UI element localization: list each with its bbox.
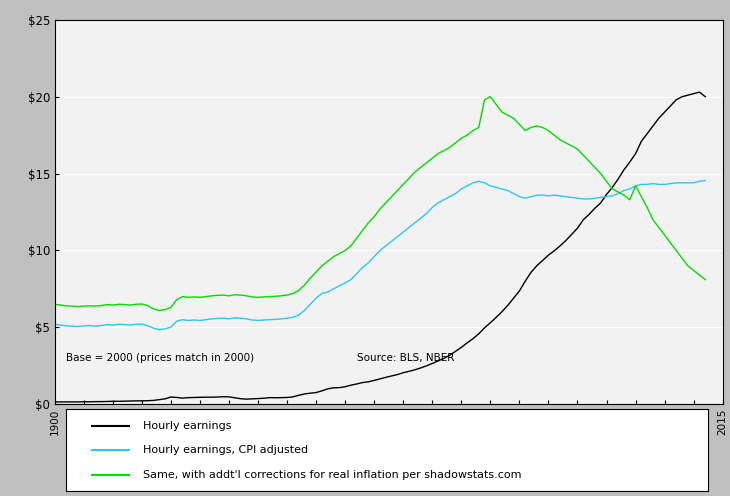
Hourly earnings, CPI adjusted	[155, 327, 164, 333]
Same, with addt'l corrections for real inflation per shadowstats.com	[602, 179, 611, 185]
Hourly earnings, CPI adjusted	[544, 193, 553, 199]
Line: Hourly earnings: Hourly earnings	[55, 92, 705, 402]
Hourly earnings	[701, 94, 710, 100]
Same, with addt'l corrections for real inflation per shadowstats.com	[701, 277, 710, 283]
Line: Same, with addt'l corrections for real inflation per shadowstats.com: Same, with addt'l corrections for real i…	[55, 97, 705, 310]
Same, with addt'l corrections for real inflation per shadowstats.com	[666, 240, 675, 246]
Hourly earnings, CPI adjusted	[68, 323, 77, 329]
Line: Hourly earnings, CPI adjusted: Hourly earnings, CPI adjusted	[55, 181, 705, 330]
Text: Hourly earnings: Hourly earnings	[143, 421, 231, 431]
Same, with addt'l corrections for real inflation per shadowstats.com	[550, 132, 558, 138]
Same, with addt'l corrections for real inflation per shadowstats.com	[265, 294, 274, 300]
Text: Hourly earnings, CPI adjusted: Hourly earnings, CPI adjusted	[143, 445, 308, 455]
Hourly earnings	[68, 399, 77, 405]
Text: Same, with addt'l corrections for real inflation per shadowstats.com: Same, with addt'l corrections for real i…	[143, 470, 521, 480]
Hourly earnings	[654, 115, 663, 121]
Text: Base = 2000 (prices match in 2000): Base = 2000 (prices match in 2000)	[66, 353, 255, 363]
Hourly earnings, CPI adjusted	[660, 182, 669, 187]
Hourly earnings, CPI adjusted	[701, 178, 710, 184]
Same, with addt'l corrections for real inflation per shadowstats.com	[50, 301, 59, 307]
Hourly earnings	[695, 89, 704, 95]
Hourly earnings	[259, 395, 268, 401]
Same, with addt'l corrections for real inflation per shadowstats.com	[74, 304, 82, 310]
Hourly earnings, CPI adjusted	[50, 321, 59, 327]
Hourly earnings	[74, 399, 82, 405]
Hourly earnings	[538, 257, 547, 263]
Same, with addt'l corrections for real inflation per shadowstats.com	[155, 308, 164, 313]
Same, with addt'l corrections for real inflation per shadowstats.com	[486, 94, 495, 100]
Hourly earnings	[50, 399, 59, 405]
Hourly earnings	[591, 205, 599, 211]
Hourly earnings, CPI adjusted	[596, 194, 605, 200]
Hourly earnings, CPI adjusted	[74, 323, 82, 329]
Same, with addt'l corrections for real inflation per shadowstats.com	[68, 303, 77, 309]
Text: Source: BLS, NBER: Source: BLS, NBER	[357, 353, 454, 363]
Hourly earnings, CPI adjusted	[265, 317, 274, 323]
